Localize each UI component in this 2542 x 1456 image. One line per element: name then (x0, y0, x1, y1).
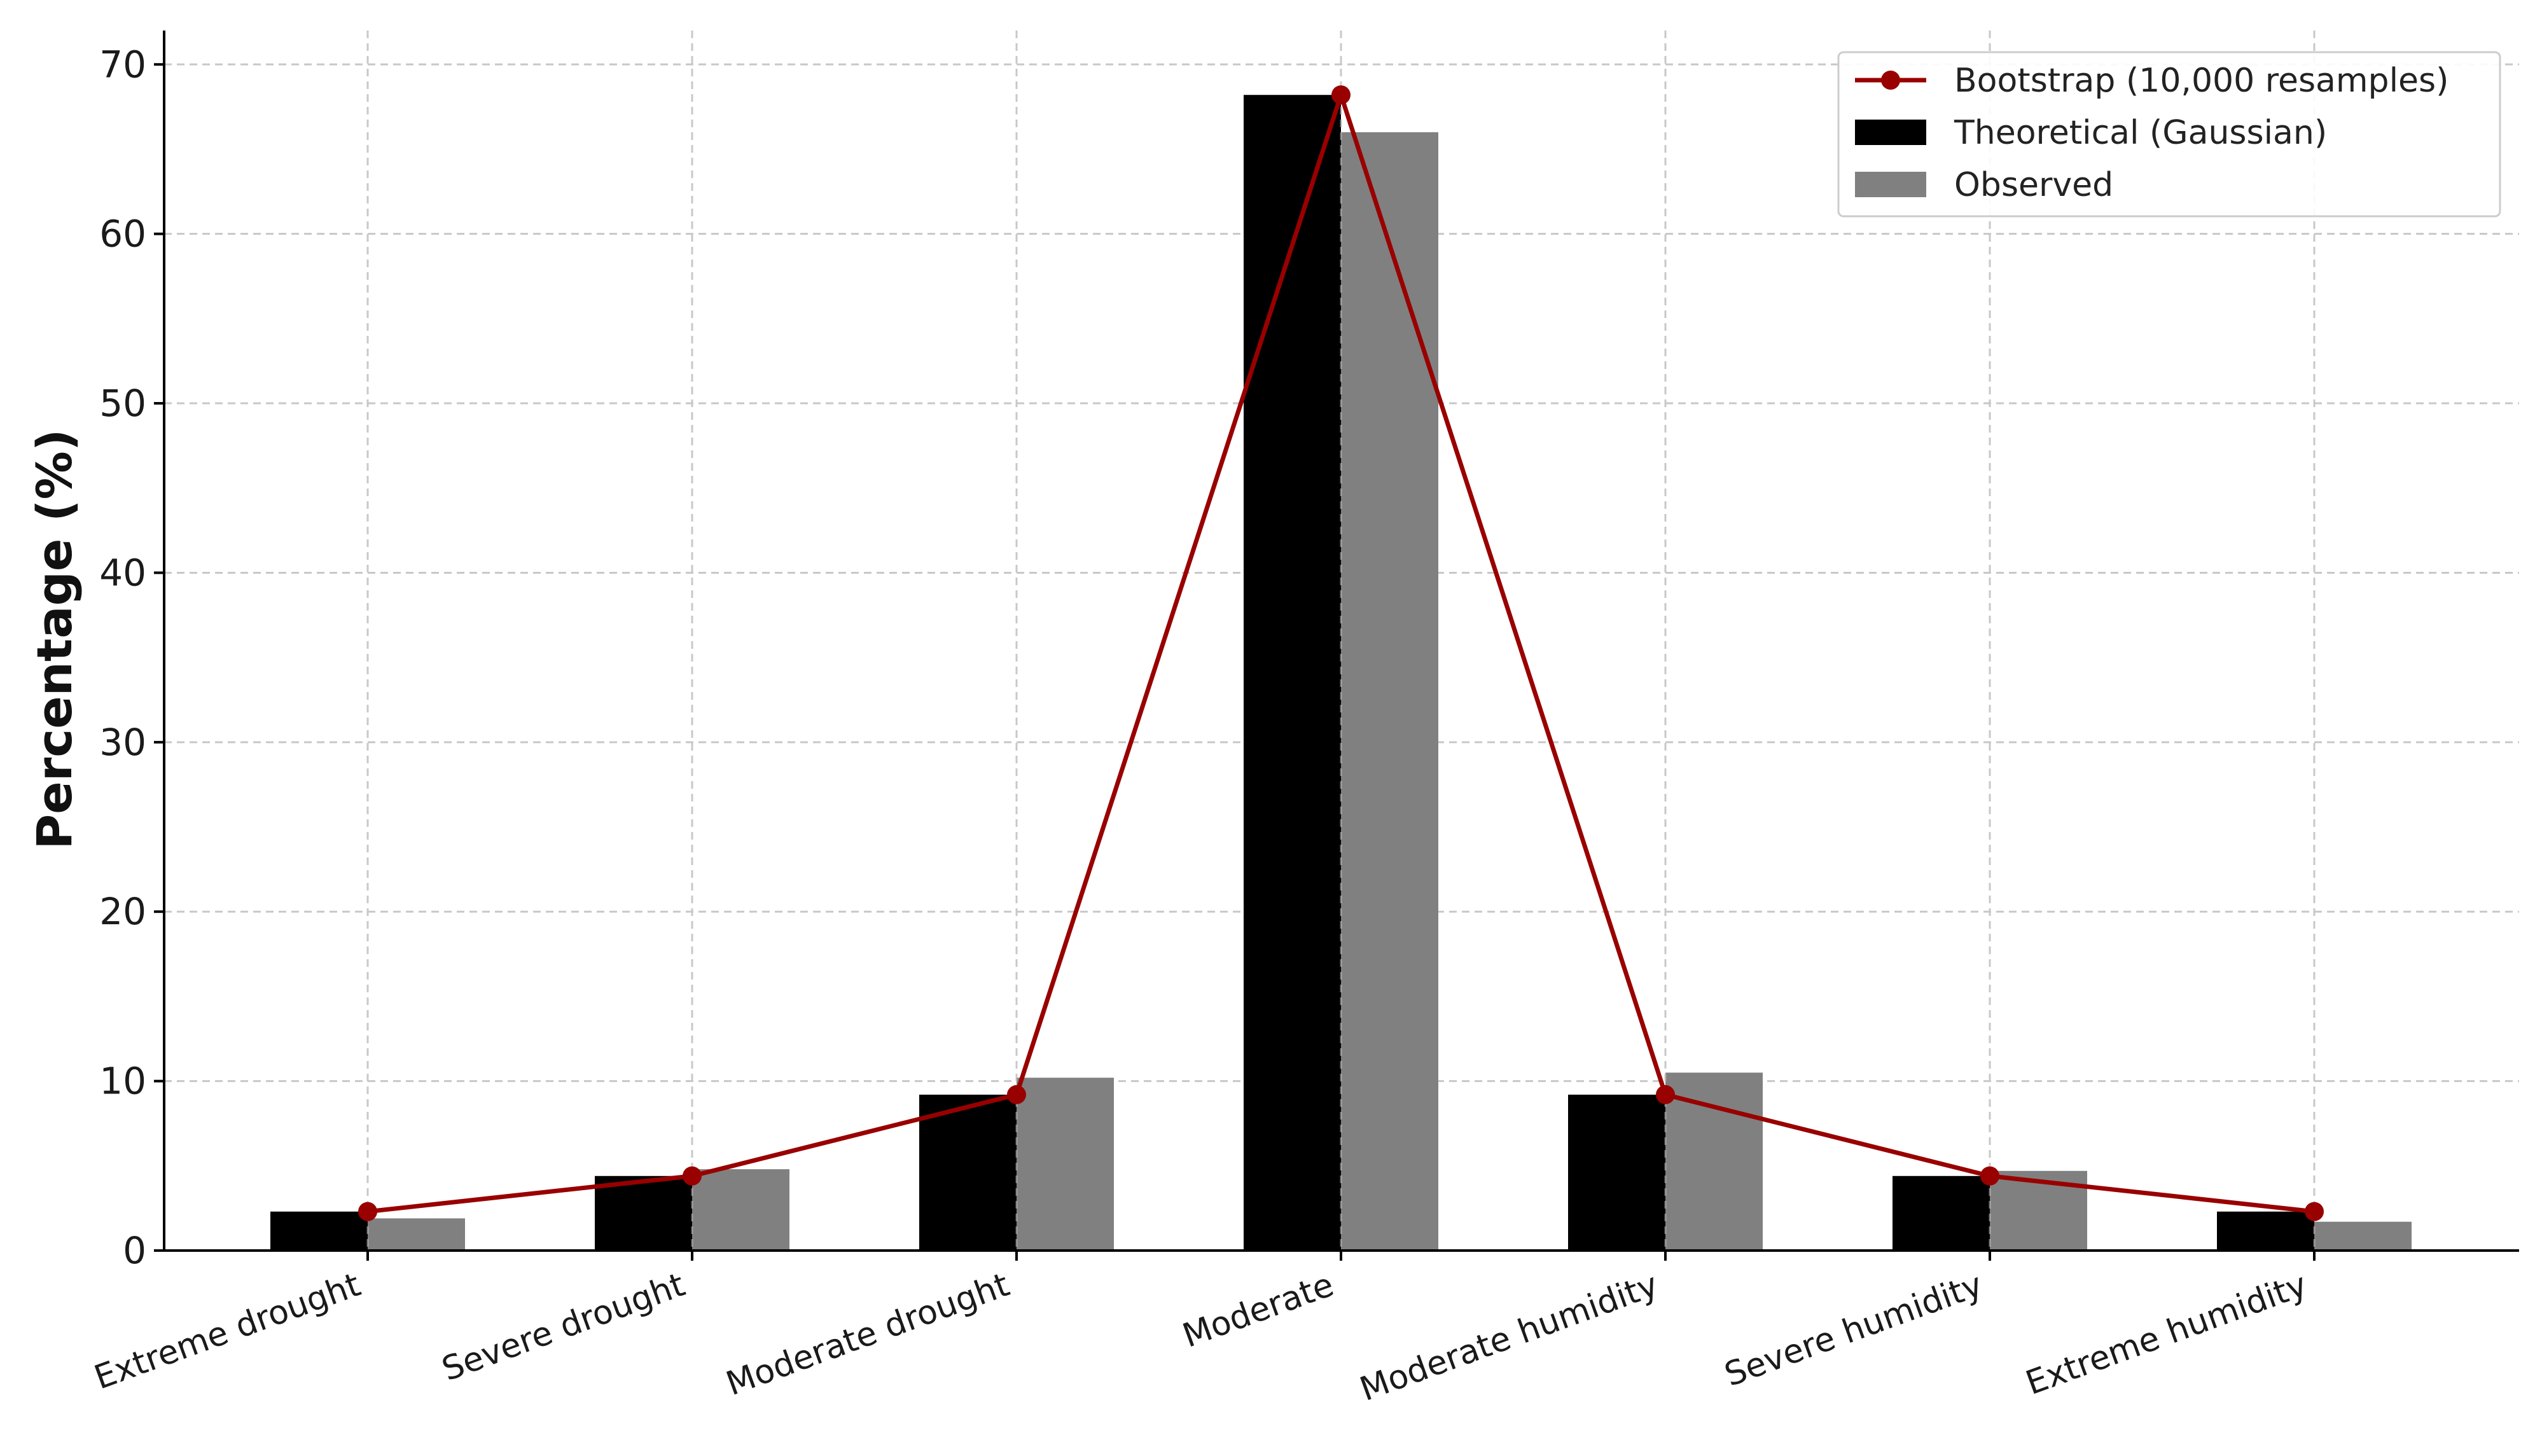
theoretical-bar (1568, 1094, 1665, 1251)
bootstrap-line-layer (358, 85, 2324, 1221)
theoretical-bar (2217, 1211, 2314, 1251)
x-tick-label: Moderate humidity (1355, 1266, 1663, 1409)
theoretical-bar (595, 1175, 692, 1251)
bootstrap-point (1007, 1085, 1026, 1104)
legend-label: Theoretical (Gaussian) (1954, 114, 2327, 152)
theoretical-bar (1893, 1175, 1990, 1251)
y-tick-label: 0 (123, 1229, 146, 1272)
bootstrap-point (683, 1166, 702, 1186)
bootstrap-point (1656, 1085, 1675, 1104)
observed-bar (368, 1218, 465, 1251)
legend-label: Bootstrap (10,000 resamples) (1954, 62, 2448, 100)
x-tick-label: Extreme drought (90, 1266, 366, 1397)
legend-bar-swatch (1855, 172, 1926, 197)
theoretical-bar (1244, 95, 1341, 1251)
y-tick-label: 20 (99, 890, 146, 933)
observed-bar (692, 1169, 789, 1251)
x-tick-label: Extreme humidity (2021, 1266, 2312, 1403)
legend: Bootstrap (10,000 resamples) Theoretical … (1837, 51, 2501, 218)
legend-label: Observed (1954, 166, 2113, 204)
theoretical-bar (270, 1211, 368, 1251)
bootstrap-point (358, 1202, 377, 1221)
observed-bar (1341, 132, 1438, 1251)
y-tick-label: 40 (99, 551, 146, 594)
observed-bar (1017, 1078, 1114, 1251)
legend-marker-swatch (1881, 71, 1900, 90)
y-axis-title: Percentage (%) (26, 429, 83, 849)
x-tick-label: Severe drought (437, 1266, 690, 1389)
theoretical-bar (919, 1094, 1017, 1251)
observed-bar (2314, 1221, 2412, 1251)
legend-box (1837, 51, 2501, 218)
x-tick-label: Moderate (1178, 1266, 1339, 1355)
bootstrap-point (1980, 1166, 1999, 1186)
y-tick-label: 30 (99, 721, 146, 764)
x-tick-label: Moderate drought (721, 1266, 1014, 1404)
legend-bar-swatch (1855, 120, 1926, 145)
bars (270, 31, 2412, 1251)
y-tick-label: 10 (99, 1060, 146, 1103)
y-tick-label: 50 (99, 382, 146, 425)
bootstrap-point (2305, 1202, 2324, 1221)
bootstrap-point (1331, 85, 1351, 105)
y-tick-label: 60 (99, 212, 146, 256)
x-tick-label: Severe humidity (1719, 1266, 1987, 1394)
x-axis-ticks: Extreme drought Severe drought Moderate dr… (90, 1251, 2316, 1409)
y-axis-ticks: 0 10 20 30 40 50 60 70 (99, 43, 164, 1272)
y-tick-label: 70 (99, 43, 146, 86)
observed-bar (1665, 1072, 1763, 1251)
